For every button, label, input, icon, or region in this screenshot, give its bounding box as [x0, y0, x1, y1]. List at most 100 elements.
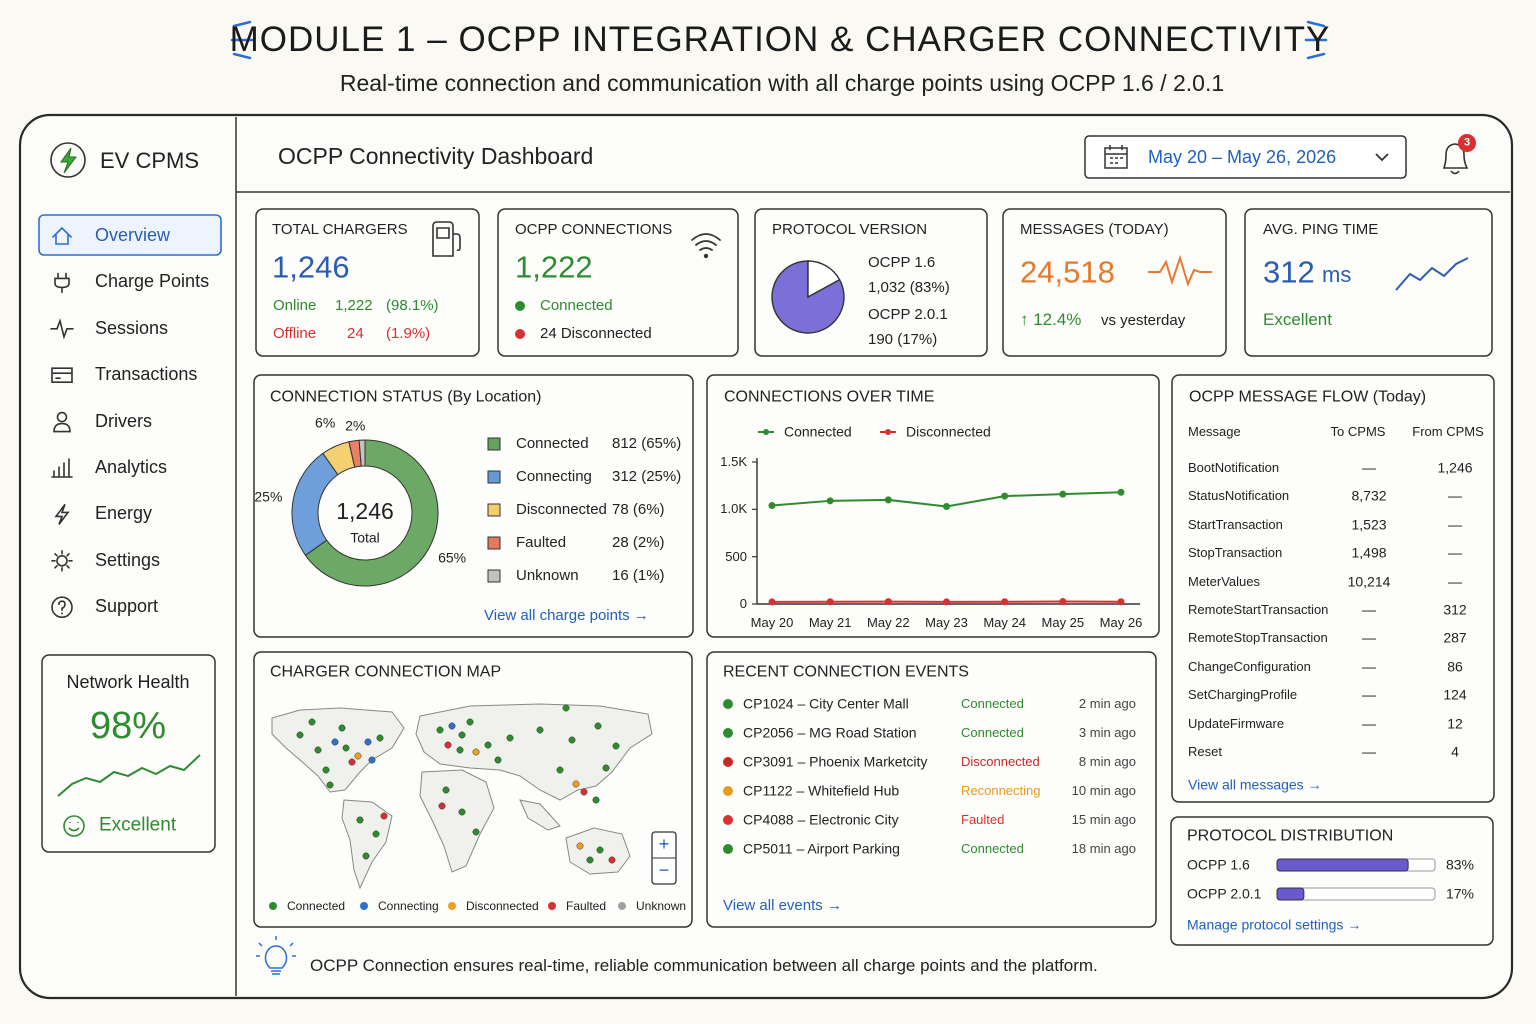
- to-cpms: —: [1362, 743, 1376, 760]
- icon: [54, 272, 70, 294]
- charger-dot: [586, 856, 594, 864]
- to-cpms: 10,214: [1347, 573, 1391, 590]
- x-tick-label: May 25: [1041, 615, 1085, 631]
- icon: [53, 411, 71, 433]
- charger-dot: [458, 808, 466, 816]
- charger-dot: [448, 722, 456, 730]
- nav-item[interactable]: Support: [95, 596, 159, 617]
- event-charger: CP4088 – Electronic City: [743, 811, 899, 828]
- event-time: 8 min ago: [1078, 754, 1136, 770]
- event-status: Disconnected: [961, 754, 1040, 770]
- smiley-mouth: [68, 822, 80, 832]
- icon: [51, 596, 73, 619]
- from-cpms: 124: [1443, 686, 1467, 703]
- kpi-value: 1,222: [515, 249, 593, 285]
- charger-dot: [472, 748, 480, 756]
- kpi-card: [1002, 208, 1227, 357]
- view-link[interactable]: View all charge points →: [484, 607, 649, 624]
- nav-item[interactable]: Transactions: [95, 364, 198, 385]
- calendar-icon: [1104, 145, 1128, 169]
- date-picker: [1084, 135, 1407, 179]
- charger-dot: [608, 856, 616, 864]
- legend-label: Connecting: [378, 898, 439, 913]
- message-name: BootNotification: [1188, 460, 1280, 476]
- dashboard-title: OCPP Connectivity Dashboard: [278, 143, 594, 170]
- legend-swatch: [487, 470, 501, 484]
- series-point: [826, 598, 834, 606]
- nav-item[interactable]: Drivers: [95, 410, 152, 431]
- view-link[interactable]: Manage protocol settings →: [1187, 916, 1362, 933]
- legend-label: Unknown: [636, 898, 687, 913]
- nav-item[interactable]: Analytics: [95, 457, 168, 478]
- charger-dot: [354, 752, 362, 760]
- nav-item[interactable]: Overview: [95, 225, 171, 246]
- from-cpms: 1,246: [1437, 459, 1473, 476]
- donut-segment: [304, 439, 439, 587]
- to-cpms: —: [1362, 629, 1376, 646]
- date-range[interactable]: May 20 – May 26, 2026: [1148, 147, 1337, 168]
- page-subtitle: Real-time connection and communication w…: [339, 70, 1225, 97]
- continent: [419, 769, 495, 873]
- y-tick-label: 0: [739, 596, 747, 612]
- status-dot: [515, 301, 525, 311]
- nav-icon: [52, 226, 72, 245]
- y-tick-label: 500: [725, 548, 747, 564]
- series-point: [884, 496, 892, 504]
- legend-swatch: [487, 503, 501, 517]
- kpi-title: MESSAGES (TODAY): [1020, 221, 1169, 238]
- protocol-percent: 17%: [1445, 885, 1474, 902]
- kpi-line: 24 Disconnected: [540, 325, 652, 342]
- icon: [50, 318, 74, 340]
- donut-center-label: Total: [350, 529, 380, 546]
- view-link[interactable]: View all events →: [723, 897, 842, 914]
- card-title: RECENT CONNECTION EVENTS: [723, 663, 969, 681]
- percent-label: 2%: [345, 417, 366, 434]
- icon: [51, 458, 73, 478]
- zoom-out[interactable]: −: [658, 860, 670, 881]
- kpi-card: [497, 208, 739, 357]
- nav-item[interactable]: Charge Points: [95, 271, 210, 292]
- continent: [415, 703, 653, 801]
- charger-dot: [331, 738, 339, 746]
- kpi-title: AVG. PING TIME: [1263, 221, 1379, 238]
- nav-item[interactable]: Settings: [95, 550, 161, 570]
- legend-label: Unknown: [516, 567, 579, 584]
- brand-bolt: [60, 147, 77, 174]
- protocol-percent: 83%: [1445, 856, 1474, 873]
- legend-label: Connected: [287, 898, 346, 913]
- zoom-in[interactable]: +: [658, 834, 670, 855]
- icon: [51, 367, 73, 384]
- charger-dot: [568, 736, 576, 744]
- event-time: 18 min ago: [1071, 841, 1136, 857]
- nav-item[interactable]: Sessions: [95, 318, 169, 338]
- kpi-line-percent: (98.1%): [386, 297, 439, 314]
- notification-badge: [1458, 134, 1476, 152]
- network-health-card: [41, 654, 216, 853]
- x-tick-label: May 22: [867, 615, 910, 631]
- event-dot: [723, 844, 733, 854]
- legend-value: 16 (1%): [612, 567, 665, 584]
- event-time: 2 min ago: [1078, 696, 1136, 712]
- legend-label: Connected: [516, 435, 589, 452]
- nav-active: [38, 214, 222, 256]
- charger-dot: [484, 741, 492, 749]
- event-dot: [723, 728, 733, 738]
- x-tick-label: May 20: [750, 615, 794, 631]
- message-name: StartTransaction: [1188, 517, 1283, 532]
- health-title: Network Health: [66, 672, 190, 693]
- protocol-name: OCPP 1.6: [1187, 856, 1250, 873]
- charger-dot: [494, 756, 502, 764]
- event-dot: [723, 757, 733, 767]
- kpi-line: 1,032 (83%): [868, 279, 950, 296]
- to-cpms: —: [1362, 658, 1376, 675]
- kpi-line: Connected: [540, 297, 613, 314]
- charger-dot: [594, 722, 602, 730]
- kpi-line-label: Offline: [273, 325, 317, 342]
- charger-dot: [596, 846, 604, 854]
- charger-dot: [296, 731, 304, 739]
- nav-item[interactable]: Energy: [95, 503, 153, 524]
- event-time: 10 min ago: [1071, 783, 1136, 799]
- view-link[interactable]: View all messages →: [1188, 776, 1322, 793]
